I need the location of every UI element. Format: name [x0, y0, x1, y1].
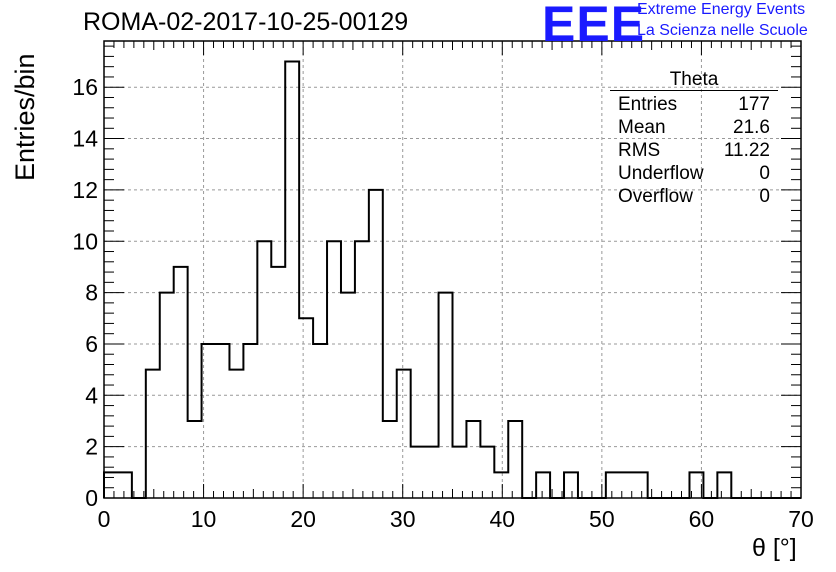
x-tick-label: 30 [390, 506, 416, 532]
histogram-bin [397, 370, 411, 498]
histogram-bin [480, 447, 494, 498]
histogram-bin [606, 472, 620, 498]
stats-box: Theta Entries 177 Mean 21.6 RMS 11.22 Un… [610, 70, 778, 208]
stats-label: RMS [618, 140, 661, 161]
histogram-bin [494, 472, 508, 498]
stats-row-overflow: Overflow 0 [610, 185, 778, 208]
chart-title: ROMA-02-2017-10-25-00129 [83, 8, 409, 36]
x-tick-label: 50 [589, 506, 615, 532]
y-tick-label: 0 [85, 485, 98, 511]
histogram-bin [689, 472, 703, 498]
histogram-bin [564, 472, 578, 498]
stats-value: 0 [759, 163, 770, 184]
stats-label: Mean [618, 117, 666, 138]
histogram-bin [146, 370, 160, 498]
histogram-bin [257, 241, 271, 498]
x-tick-label: 10 [191, 506, 217, 532]
stats-value: 21.6 [733, 117, 770, 138]
stats-value: 0 [759, 186, 770, 207]
y-tick-label: 12 [72, 177, 98, 203]
histogram-bin [536, 472, 550, 498]
y-tick-label: 2 [85, 434, 98, 460]
histogram-bin [466, 421, 480, 498]
stats-row-mean: Mean 21.6 [610, 116, 778, 139]
histogram-bin [299, 318, 313, 498]
y-axis-label: Entries/bin [10, 53, 40, 181]
stats-label: Overflow [618, 186, 693, 207]
histogram-bin [104, 472, 118, 498]
y-tick-label: 4 [85, 382, 98, 408]
eee-logo-line2: La Scienza nelle Scuole [637, 22, 808, 39]
histogram-bin [285, 62, 299, 498]
x-tick-label: 20 [290, 506, 316, 532]
histogram-bin [160, 293, 174, 498]
histogram-bin [341, 293, 355, 498]
x-tick-label: 60 [689, 506, 715, 532]
histogram-bin [174, 267, 188, 498]
histogram-bin [369, 190, 383, 498]
histogram-bin [118, 472, 132, 498]
x-tick-label: 0 [98, 506, 111, 532]
histogram-bin [453, 447, 467, 498]
x-tick-label: 40 [489, 506, 515, 532]
stats-row-underflow: Underflow 0 [610, 162, 778, 185]
histogram-bin [188, 421, 202, 498]
stats-label: Entries [618, 94, 678, 115]
x-tick-label: 70 [788, 506, 814, 532]
y-tick-label: 8 [85, 280, 98, 306]
histogram-bin [634, 472, 648, 498]
y-tick-label: 14 [72, 126, 98, 152]
stats-value: 177 [738, 94, 770, 115]
histogram-bin [271, 267, 285, 498]
histogram-bin [202, 344, 216, 498]
y-tick-label: 10 [72, 228, 98, 254]
histogram-bin [229, 370, 243, 498]
stats-label: Underflow [618, 163, 704, 184]
tick-labels: 0 10 20 30 40 50 60 70 0 2 4 6 8 10 12 14 16 [72, 74, 813, 532]
stats-value: 11.22 [723, 140, 770, 161]
histogram-bin [327, 241, 341, 498]
histogram-bin [425, 447, 439, 498]
stats-row-rms: RMS 11.22 [610, 139, 778, 162]
histogram-bin [355, 241, 369, 498]
x-axis-label: θ [°] [752, 534, 797, 562]
stats-title: Theta [669, 69, 719, 90]
histogram-bin [243, 344, 257, 498]
histogram-bin [508, 421, 522, 498]
y-tick-label: 6 [85, 331, 98, 357]
y-tick-label: 16 [72, 74, 98, 100]
axis-ticks [103, 41, 802, 499]
plot-frame [103, 40, 802, 499]
stats-divider [610, 90, 778, 91]
histogram-bin [620, 472, 634, 498]
histogram-bin [411, 447, 425, 498]
eee-logo-line1: Extreme Energy Events [637, 1, 806, 18]
histogram-bin [313, 344, 327, 498]
histogram-bin [717, 472, 731, 498]
histogram-bin [439, 293, 453, 498]
histogram-bin [383, 421, 397, 498]
histogram-bin [216, 344, 230, 498]
eee-logo: EEE [542, 0, 646, 52]
stats-row-entries: Entries 177 [610, 93, 778, 116]
